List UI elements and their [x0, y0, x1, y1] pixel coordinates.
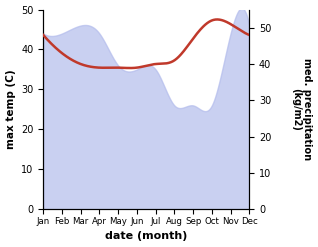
Y-axis label: max temp (C): max temp (C): [5, 70, 16, 149]
Y-axis label: med. precipitation
(kg/m2): med. precipitation (kg/m2): [291, 58, 313, 161]
X-axis label: date (month): date (month): [105, 231, 187, 242]
